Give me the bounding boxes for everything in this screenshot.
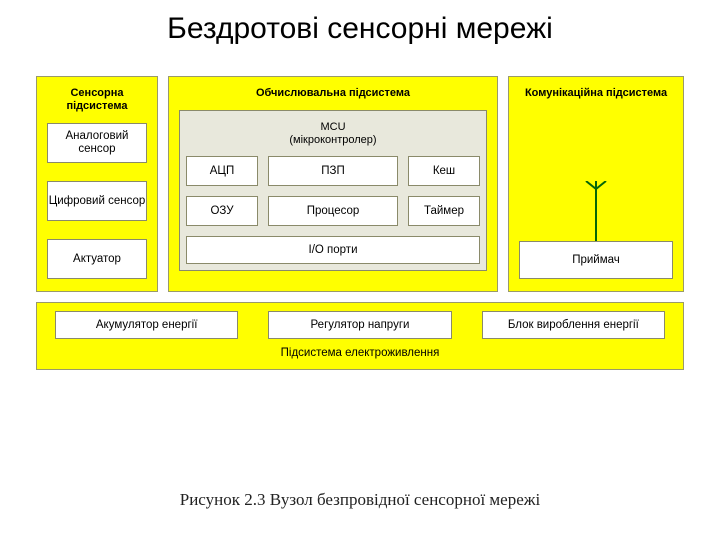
energy-harvest-box: Блок вироблення енергії: [482, 311, 665, 339]
top-row: Сенсорна підсистема Аналоговий сенсор Ци…: [36, 76, 684, 292]
antenna-icon: [583, 181, 609, 241]
figure-caption: Рисунок 2.3 Вузол безпровідної сенсорної…: [0, 490, 720, 510]
timer-box: Таймер: [408, 196, 480, 226]
comm-subsystem-title: Комунікаційна підсистема: [515, 83, 677, 110]
io-ports-box: I/O порти: [186, 236, 480, 264]
power-subsystem-title: Підсистема електроживлення: [45, 345, 675, 361]
power-subsystem: Акумулятор енергії Регулятор напруги Бло…: [36, 302, 684, 370]
voltage-regulator-box: Регулятор напруги: [268, 311, 451, 339]
battery-box: Акумулятор енергії: [55, 311, 238, 339]
analog-sensor-box: Аналоговий сенсор: [47, 123, 147, 163]
comm-subsystem: Комунікаційна підсистема Приймач: [508, 76, 684, 292]
ram-box: ОЗУ: [186, 196, 258, 226]
actuator-box: Актуатор: [47, 239, 147, 279]
page-title: Бездротові сенсорні мережі: [0, 0, 720, 52]
compute-subsystem-title: Обчислювальна підсистема: [175, 83, 491, 110]
antenna-area: [515, 110, 677, 241]
receiver-box: Приймач: [519, 241, 673, 279]
sensor-subsystem-title: Сенсорна підсистема: [43, 83, 151, 123]
cache-box: Кеш: [408, 156, 480, 186]
mcu-row-2: ОЗУ Процесор Таймер: [186, 196, 480, 226]
compute-subsystem: Обчислювальна підсистема MCU(мікроконтро…: [168, 76, 498, 292]
mcu-title: MCU(мікроконтролер): [186, 117, 480, 155]
mcu-container: MCU(мікроконтролер) АЦП ПЗП Кеш ОЗУ Проц…: [179, 110, 487, 270]
digital-sensor-box: Цифровий сенсор: [47, 181, 147, 221]
rom-box: ПЗП: [268, 156, 398, 186]
cpu-box: Процесор: [268, 196, 398, 226]
sensor-subsystem: Сенсорна підсистема Аналоговий сенсор Ци…: [36, 76, 158, 292]
adc-box: АЦП: [186, 156, 258, 186]
power-row: Акумулятор енергії Регулятор напруги Бло…: [45, 311, 675, 339]
mcu-row-1: АЦП ПЗП Кеш: [186, 156, 480, 186]
mcu-row-3: I/O порти: [186, 236, 480, 264]
node-diagram: Сенсорна підсистема Аналоговий сенсор Ци…: [36, 76, 684, 370]
